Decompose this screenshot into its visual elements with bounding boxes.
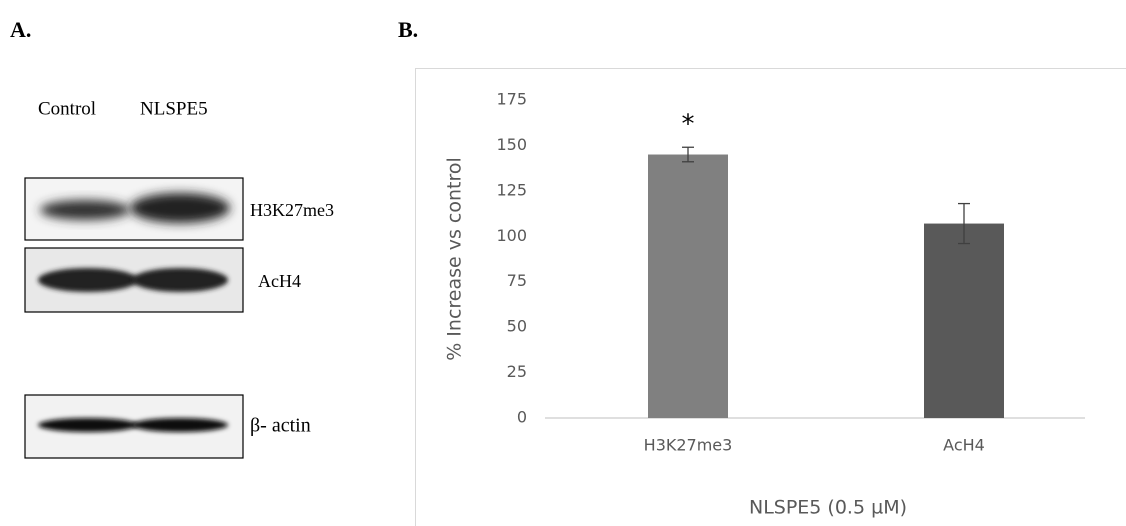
bar — [924, 224, 1004, 418]
lane-label: Control — [38, 98, 96, 119]
x-axis-label: NLSPE5 (0.5 µM) — [749, 497, 907, 519]
panel-label: A. — [10, 17, 31, 42]
band-label: β- actin — [250, 415, 311, 437]
y-tick-label: 175 — [496, 90, 527, 109]
panel-label: B. — [398, 17, 418, 42]
y-tick-label: 150 — [496, 135, 527, 154]
y-tick-label: 100 — [496, 226, 527, 245]
y-tick-label: 50 — [507, 317, 527, 336]
chart: 0 25 50 75 100 125 150 175 % Increase vs control… — [444, 90, 1086, 519]
x-tick-label: H3K27me3 — [644, 436, 733, 455]
y-tick-label: 125 — [496, 180, 527, 199]
blot-h3k27me3 — [25, 178, 243, 240]
bar — [648, 155, 728, 418]
band-label: H3K27me3 — [250, 200, 334, 220]
annotation: * — [682, 110, 695, 140]
blot-actin — [25, 395, 243, 458]
figure: A. Control NLSPE5 H3K27me3 AcH4 β- actin… — [0, 0, 1126, 526]
lane-label: NLSPE5 — [140, 98, 208, 119]
x-tick-label: AcH4 — [943, 436, 985, 455]
y-tick-label: 0 — [517, 408, 527, 427]
y-tick-label: 25 — [507, 362, 527, 381]
y-tick-label: 75 — [507, 271, 527, 290]
y-axis-label: % Increase vs control — [444, 157, 466, 361]
blot-ach4 — [25, 248, 243, 312]
band-label: AcH4 — [258, 271, 301, 291]
